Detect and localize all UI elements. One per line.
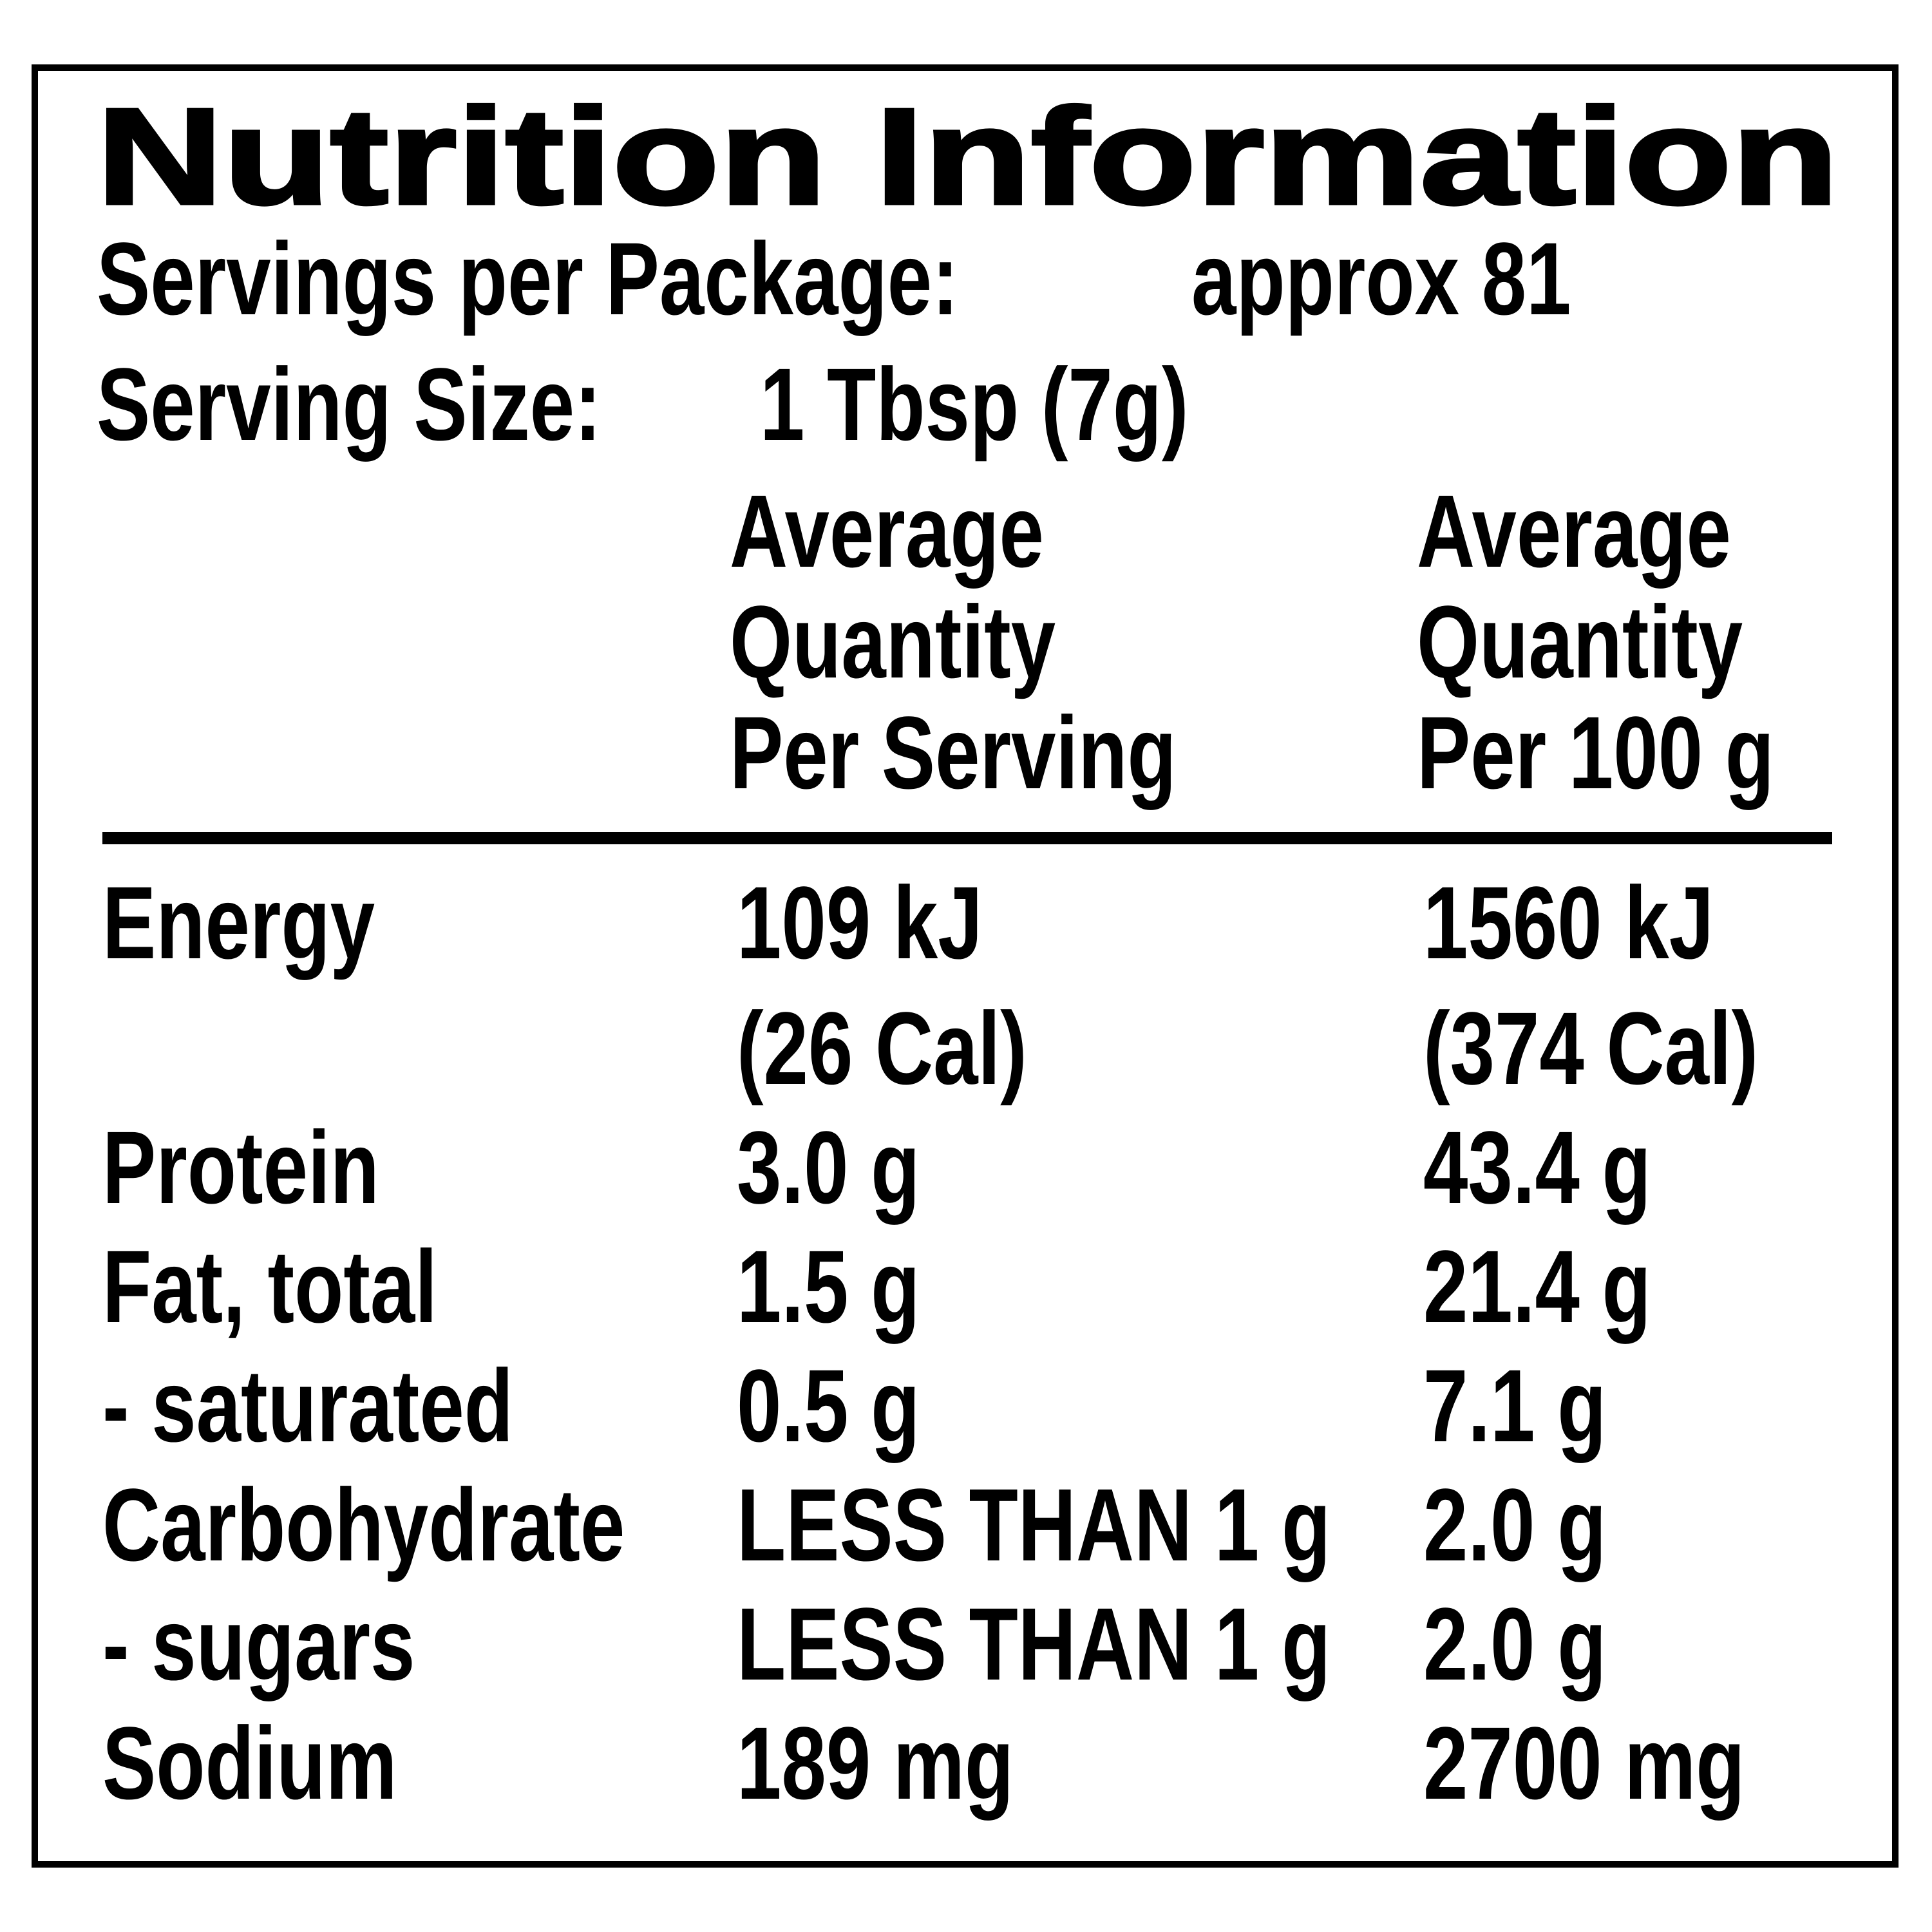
per-serving-value: 109 kJ — [737, 866, 983, 980]
per-100g-value: 43.4 g — [1423, 1110, 1651, 1225]
per-100g-value: 1560 kJ — [1423, 866, 1714, 980]
column-header: Per 100 g — [1417, 696, 1774, 810]
nutrient-name: Energy — [102, 866, 375, 980]
column-header: Per Serving — [730, 696, 1177, 810]
column-header: Average — [1417, 474, 1731, 589]
per-100g-value: 2.0 g — [1423, 1587, 1606, 1701]
per-serving-value: 189 mg — [737, 1706, 1014, 1821]
per-100g-value: 2.0 g — [1423, 1468, 1606, 1582]
per-serving-value: 0.5 g — [737, 1349, 920, 1463]
per-100g-value: 7.1 g — [1423, 1349, 1606, 1463]
servings-label: Servings per Package: — [97, 222, 959, 336]
column-header: Average — [730, 474, 1044, 589]
nutrient-name: Protein — [102, 1110, 379, 1225]
serving-size-value: 1 Tbsp (7g) — [760, 347, 1189, 462]
nutrient-name: Carbohydrate — [102, 1468, 625, 1582]
per-serving-value: (26 Cal) — [737, 991, 1027, 1106]
nutrient-name: - sugars — [102, 1587, 415, 1701]
nutrient-name: Sodium — [102, 1706, 397, 1821]
per-serving-value: 3.0 g — [737, 1110, 920, 1225]
title: Nutrition Information — [97, 80, 1839, 232]
per-100g-value: (374 Cal) — [1423, 991, 1758, 1106]
label-border — [32, 64, 1899, 1868]
per-serving-value: LESS THAN 1 g — [737, 1587, 1331, 1701]
per-100g-value: 2700 mg — [1423, 1706, 1745, 1821]
serving-size-label: Serving Size: — [97, 347, 601, 462]
nutrient-name: Fat, total — [102, 1229, 437, 1344]
servings-value: approx 81 — [1191, 222, 1571, 336]
per-serving-value: LESS THAN 1 g — [737, 1468, 1331, 1582]
column-header: Quantity — [1417, 585, 1743, 699]
per-100g-value: 21.4 g — [1423, 1229, 1651, 1344]
nutrient-name: - saturated — [102, 1349, 513, 1463]
column-header: Quantity — [730, 585, 1056, 699]
per-serving-value: 1.5 g — [737, 1229, 920, 1344]
header-rule — [102, 832, 1832, 844]
